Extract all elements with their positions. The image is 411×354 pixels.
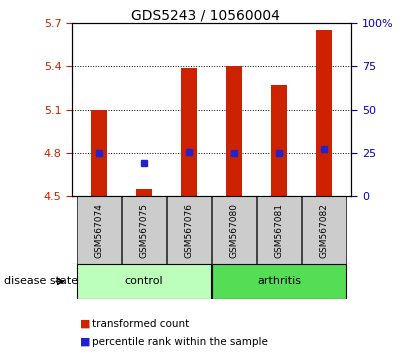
Bar [212, 264, 346, 299]
Bar [91, 110, 107, 196]
Bar [212, 196, 256, 264]
Text: GSM567074: GSM567074 [95, 202, 104, 258]
Bar [302, 196, 346, 264]
Text: GSM567080: GSM567080 [230, 202, 239, 258]
Bar [316, 30, 332, 196]
Text: GSM567082: GSM567082 [320, 202, 329, 258]
Bar [77, 264, 211, 299]
Text: GSM567075: GSM567075 [140, 202, 148, 258]
Text: transformed count: transformed count [92, 319, 190, 329]
Bar [226, 67, 242, 196]
Text: arthritis: arthritis [257, 276, 301, 286]
Bar [136, 189, 152, 196]
Bar [271, 85, 287, 196]
Text: ■: ■ [80, 337, 91, 347]
Bar [181, 68, 197, 196]
Bar [167, 196, 211, 264]
Text: ■: ■ [80, 319, 91, 329]
Text: control: control [125, 276, 163, 286]
Bar [122, 196, 166, 264]
Text: GDS5243 / 10560004: GDS5243 / 10560004 [131, 9, 280, 23]
Text: percentile rank within the sample: percentile rank within the sample [92, 337, 268, 347]
Text: disease state: disease state [4, 276, 78, 286]
Text: GSM567076: GSM567076 [185, 202, 194, 258]
Bar [77, 196, 121, 264]
Text: GSM567081: GSM567081 [275, 202, 284, 258]
Bar [257, 196, 301, 264]
